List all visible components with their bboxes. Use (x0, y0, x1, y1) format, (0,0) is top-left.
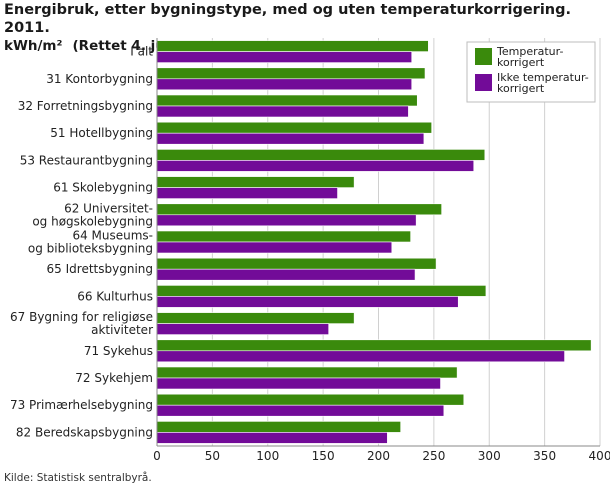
title-text: Energibruk, etter bygningstype, med og u… (4, 2, 572, 36)
bar-ikke-temperaturkorrigert (156, 51, 413, 63)
bar-ikke-temperaturkorrigert (156, 404, 445, 417)
bar-temperaturkorrigert (156, 339, 592, 352)
bar-temperaturkorrigert (156, 40, 429, 52)
category-label: 73 Primærhelsebygning (10, 398, 153, 412)
category-label: 82 Beredskapsbygning (16, 425, 153, 439)
category-label: I alt (130, 45, 153, 59)
category-label: 53 Restaurantbygning (20, 153, 153, 167)
bar-temperaturkorrigert (156, 176, 355, 188)
bar-ikke-temperaturkorrigert (156, 160, 475, 172)
unit-label: kWh/m² (4, 38, 63, 54)
x-tick-label: 300 (478, 449, 501, 463)
legend-swatch (475, 48, 492, 65)
bar-ikke-temperaturkorrigert (156, 377, 441, 390)
category-label: 31 Kontorbygning (46, 72, 153, 86)
bar-temperaturkorrigert (156, 203, 442, 216)
bar-temperaturkorrigert (156, 285, 487, 297)
bar-ikke-temperaturkorrigert (156, 241, 393, 254)
category-label: 62 Universitet-og høgskolebygning (32, 201, 153, 228)
bar-temperaturkorrigert (156, 421, 401, 433)
legend-label: Ikke temperatur-korrigert (497, 71, 589, 95)
bar-ikke-temperaturkorrigert (156, 105, 409, 118)
x-tick-label: 200 (367, 449, 390, 463)
bar-temperaturkorrigert (156, 393, 465, 406)
bar-temperaturkorrigert (156, 67, 426, 80)
category-label: 72 Sykehjem (75, 371, 153, 385)
category-label: 51 Hotellbygning (50, 126, 153, 140)
bar-ikke-temperaturkorrigert (156, 350, 565, 363)
bar-temperaturkorrigert (156, 121, 432, 134)
bar-temperaturkorrigert (156, 257, 437, 270)
bar-ikke-temperaturkorrigert (156, 214, 417, 227)
legend-label: Temperatur-korrigert (496, 45, 563, 69)
x-tick-label: 250 (422, 449, 445, 463)
x-tick-label: 0 (153, 449, 161, 463)
bar-ikke-temperaturkorrigert (156, 187, 338, 199)
category-label: 32 Forretningsbygning (18, 99, 153, 113)
bar-ikke-temperaturkorrigert (156, 132, 425, 145)
x-tick-label: 150 (312, 449, 335, 463)
x-tick-label: 350 (533, 449, 556, 463)
bar-temperaturkorrigert (156, 366, 458, 379)
bar-temperaturkorrigert (156, 230, 411, 243)
source-note: Kilde: Statistisk sentralbyrå. (4, 472, 152, 484)
category-label: 66 Kulturhus (77, 289, 153, 303)
category-label: 64 Museums-og biblioteksbygning (28, 229, 153, 256)
category-label: 65 Idrettsbygning (47, 262, 153, 276)
category-label: 61 Skolebygning (53, 181, 153, 195)
x-tick-label: 100 (256, 449, 279, 463)
legend-swatch (475, 74, 492, 91)
bar-ikke-temperaturkorrigert (156, 296, 459, 308)
bar-ikke-temperaturkorrigert (156, 268, 416, 281)
category-label: 71 Sykehus (84, 344, 153, 358)
x-tick-label: 50 (205, 449, 220, 463)
bar-temperaturkorrigert (156, 94, 418, 107)
category-label: 67 Bygning for religiøse aktiviteter (10, 310, 153, 337)
bar-ikke-temperaturkorrigert (156, 432, 388, 444)
bar-temperaturkorrigert (156, 149, 486, 161)
bar-ikke-temperaturkorrigert (156, 323, 329, 335)
bar-ikke-temperaturkorrigert (156, 78, 413, 91)
bar-temperaturkorrigert (156, 312, 355, 324)
x-tick-label: 400 (589, 449, 610, 463)
